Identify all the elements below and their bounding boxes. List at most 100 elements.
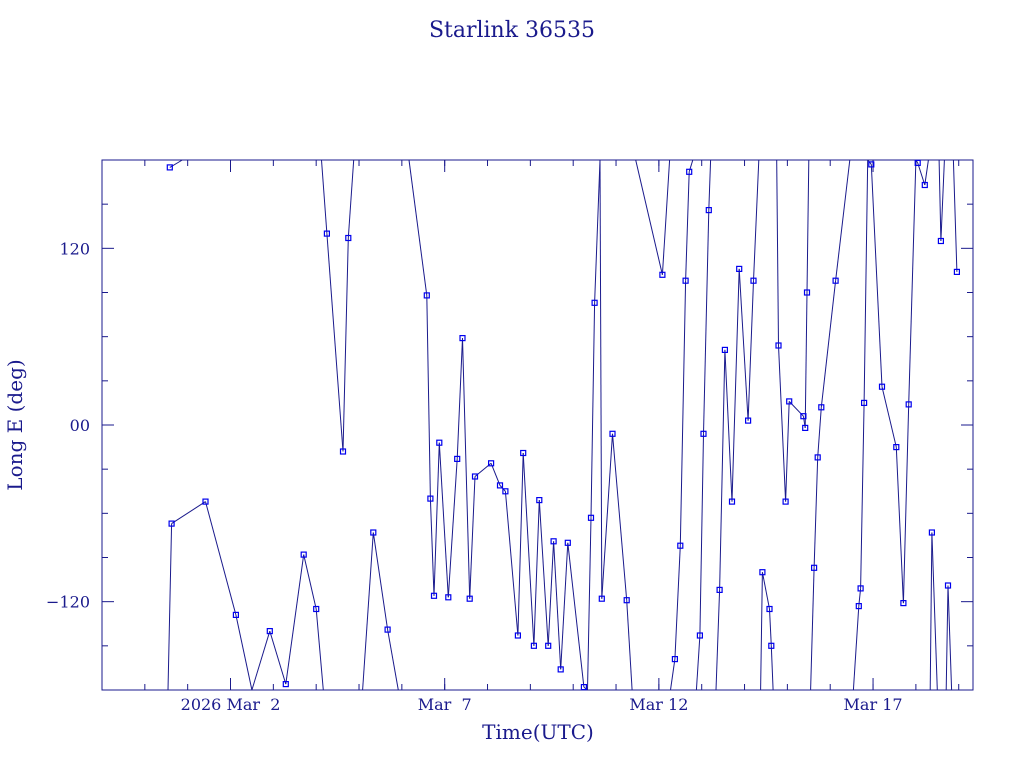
series-line-segment [679, 280, 687, 546]
series-line-segment [517, 452, 524, 636]
series-line-segment [940, 159, 945, 242]
series-line-segment [881, 386, 897, 448]
data-markers [166, 159, 961, 691]
data-point [282, 680, 289, 688]
series-line-segment [708, 159, 712, 211]
series-line-segment [835, 159, 851, 281]
data-point [370, 529, 377, 536]
data-point [623, 597, 630, 604]
data-point [855, 602, 862, 610]
y-tick-label: 00 [70, 416, 90, 435]
data-point [766, 605, 773, 613]
y-axis-label: Long E (deg) [3, 359, 27, 490]
data-point [860, 399, 868, 406]
series-line-segment [590, 302, 596, 518]
series-line-segment [753, 159, 760, 281]
data-point [445, 594, 452, 601]
data-point [818, 404, 825, 411]
series-line-segment [387, 629, 399, 691]
series-line-segment [547, 541, 555, 646]
series-line-segment [612, 433, 628, 601]
series-line-segment [504, 491, 519, 636]
data-point [937, 237, 945, 245]
data-point [514, 632, 522, 639]
data-point [454, 455, 461, 462]
data-point [914, 159, 921, 166]
series-line-segment [560, 542, 569, 670]
data-point [300, 551, 307, 558]
series-line-segment [362, 532, 374, 691]
series-line-segment [947, 585, 953, 691]
data-point [536, 497, 543, 504]
series-line-segment [810, 567, 815, 691]
data-point [466, 595, 473, 602]
series-line-segment [438, 442, 449, 598]
data-point [591, 299, 598, 306]
series-line-segment [626, 600, 633, 691]
data-point [786, 398, 793, 405]
data-point [580, 683, 588, 691]
data-point [928, 529, 936, 536]
data-point [728, 498, 736, 505]
series-line-segment [469, 476, 476, 599]
data-point [759, 569, 766, 576]
data-point [427, 495, 434, 502]
data-point [868, 161, 875, 168]
series-line-segment [599, 159, 603, 599]
series-line-segment [285, 554, 305, 685]
series-line-segment [426, 295, 431, 499]
data-point [721, 346, 729, 353]
series-line-segment [303, 554, 317, 610]
data-point [488, 460, 495, 467]
series-line-segment [167, 523, 173, 691]
data-point [677, 542, 684, 549]
series-line-segment [806, 159, 810, 293]
series-line-segment [908, 159, 917, 405]
data-point [700, 430, 707, 437]
data-point [202, 498, 209, 505]
series-line-segment [462, 338, 471, 599]
data-point [893, 444, 900, 451]
data-point [705, 207, 712, 214]
data-point [696, 632, 704, 639]
data-point [736, 265, 743, 272]
series-line-segment [587, 517, 592, 691]
data-point [471, 473, 479, 480]
data-point [900, 599, 907, 607]
series-line-segment [235, 614, 253, 691]
series-line-segment [776, 159, 779, 346]
data-point [768, 642, 775, 649]
series-line-segment [635, 159, 663, 275]
series-line-segment [852, 606, 860, 691]
data-point [530, 642, 538, 649]
data-point [598, 595, 605, 602]
data-point [345, 234, 352, 242]
series-line-segment [205, 501, 237, 616]
data-point [671, 655, 679, 663]
x-tick-label: Mar 12 [629, 695, 688, 714]
series-line-segment [703, 210, 710, 434]
data-point [802, 424, 809, 431]
series-line-segment [699, 433, 704, 636]
x-tick-label: 2026 Mar 2 [181, 695, 281, 714]
series-line-segment [769, 608, 772, 646]
series-line-segment [408, 159, 428, 296]
data-point [550, 538, 557, 545]
series-line-segment [433, 442, 440, 596]
data-point [878, 383, 886, 390]
series-line-segment [938, 159, 942, 242]
data-point [520, 449, 527, 457]
data-point [430, 592, 438, 599]
series-line-segment [685, 171, 690, 281]
series-line-segment [731, 268, 740, 502]
series-line-segment [533, 500, 540, 646]
series-line-segment [456, 338, 463, 459]
series-line-segment [785, 401, 790, 502]
data-point [557, 666, 564, 673]
x-axis-label: Time(UTC) [482, 720, 594, 744]
x-tick-label: Mar 17 [844, 695, 903, 714]
data-point [659, 271, 666, 278]
data-point [857, 585, 864, 592]
series-line-segment [715, 589, 721, 691]
data-point [166, 164, 173, 171]
